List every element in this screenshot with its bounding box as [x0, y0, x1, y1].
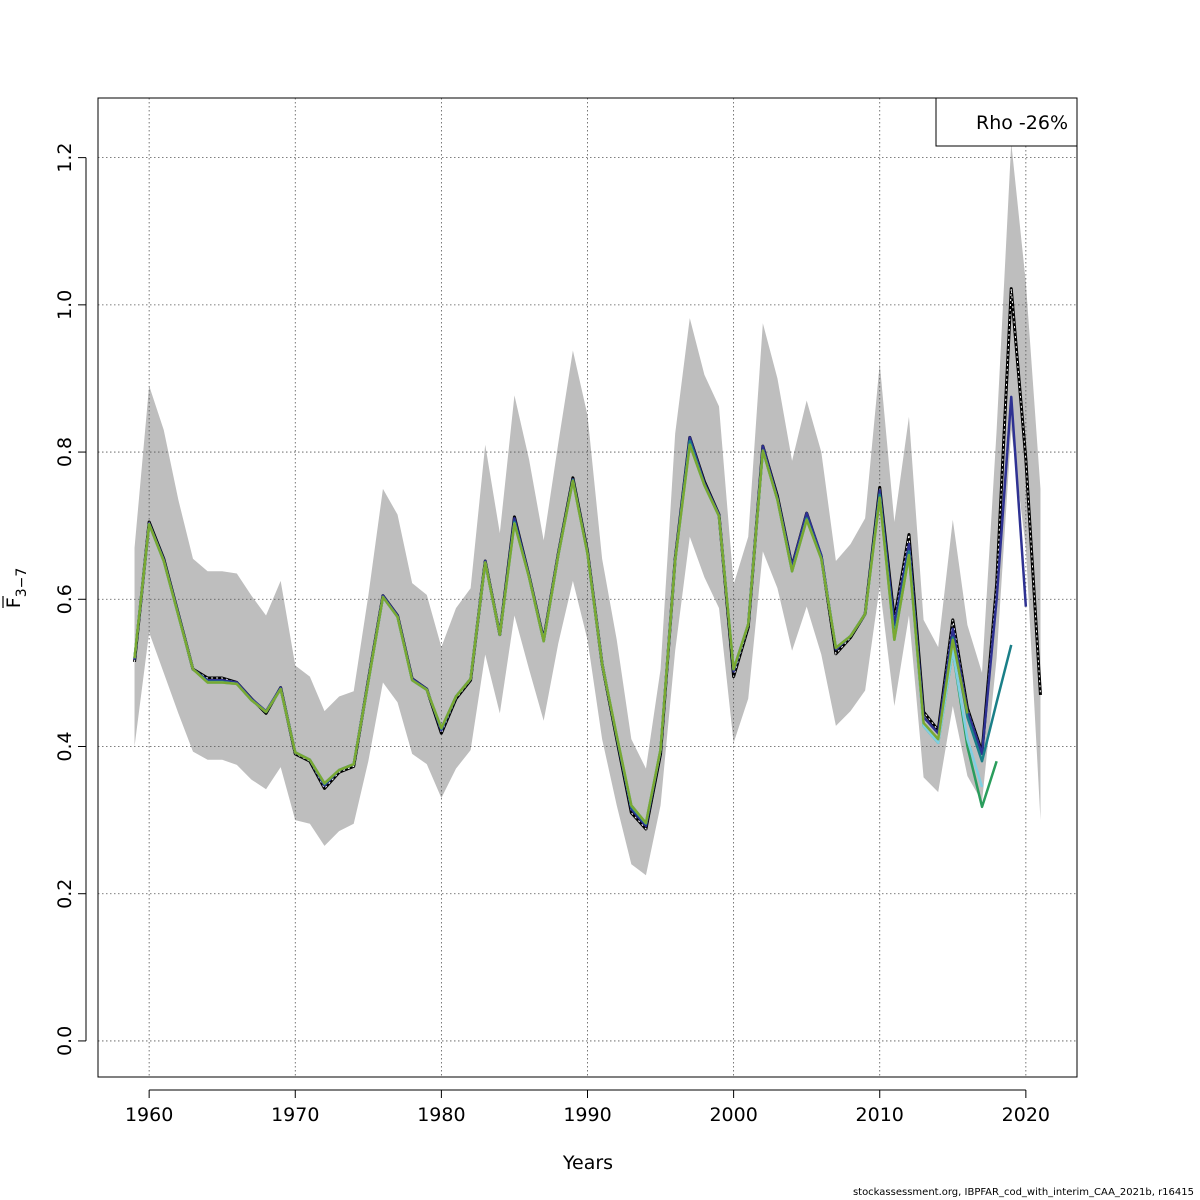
y-axis: 0.0 0.2 0.4 0.6 0.8 1.0 1.2 — [54, 143, 87, 1056]
y-axis-title-main: F — [3, 597, 25, 608]
y-tick-label: 0.6 — [54, 584, 76, 614]
x-tick-label: 1960 — [125, 1104, 173, 1126]
x-axis: 1960 1970 1980 1990 2000 2010 2020 — [125, 1089, 1050, 1126]
y-axis-title: F3−7 — [2, 568, 30, 608]
x-tick-label: 1970 — [271, 1104, 319, 1126]
x-axis-title: Years — [562, 1152, 613, 1174]
y-tick-label: 1.0 — [54, 290, 76, 320]
x-tick-label: 2000 — [709, 1104, 757, 1126]
footer-source-note: stockassessment.org, IBPFAR_cod_with_int… — [852, 1187, 1194, 1198]
x-tick-label: 2010 — [856, 1104, 904, 1126]
x-tick-label: 1980 — [417, 1104, 465, 1126]
legend-box: Rho -26% — [935, 97, 1078, 147]
y-tick-label: 1.2 — [54, 143, 76, 173]
y-tick-label: 0.2 — [54, 879, 76, 909]
x-tick-label: 1990 — [563, 1104, 611, 1126]
series-line-5 — [133, 443, 969, 825]
y-axis-title-subscript: 3−7 — [14, 568, 30, 598]
retro-series-lines — [133, 287, 1042, 831]
y-tick-label: 0.8 — [54, 437, 76, 467]
confidence-band — [134, 142, 1041, 876]
y-tick-label: 0.4 — [54, 731, 76, 761]
y-tick-label: 0.0 — [54, 1026, 76, 1056]
x-tick-label: 2020 — [1002, 1104, 1050, 1126]
confidence-band-area — [134, 142, 1041, 876]
grid-lines — [98, 98, 1077, 1077]
svg-text:F3−7: F3−7 — [3, 568, 30, 608]
plot-frame — [97, 97, 1078, 1078]
legend-text: Rho -26% — [976, 112, 1068, 134]
